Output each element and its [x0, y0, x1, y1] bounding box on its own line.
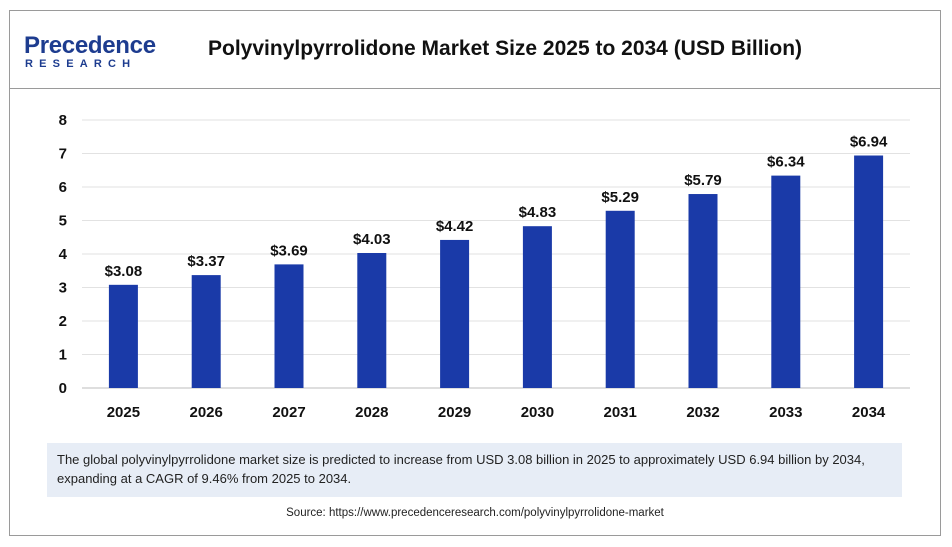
- data-label: $4.83: [519, 204, 557, 221]
- bar: [854, 155, 884, 388]
- bar: [688, 194, 718, 388]
- bar: [605, 210, 635, 388]
- data-label: $5.79: [684, 172, 722, 189]
- data-label: $3.08: [105, 263, 143, 280]
- y-tick-label: 1: [59, 347, 67, 364]
- bar: [274, 264, 304, 388]
- x-tick-label: 2025: [107, 404, 140, 421]
- logo-subtitle: RESEARCH: [25, 58, 137, 70]
- summary-text: The global polyvinylpyrrolidone market s…: [57, 452, 865, 486]
- bar: [522, 226, 552, 388]
- data-label: $6.94: [850, 134, 888, 151]
- bar: [440, 239, 470, 388]
- source-note: Source: https://www.precedenceresearch.c…: [286, 507, 664, 519]
- x-tick-label: 2031: [604, 404, 637, 421]
- y-tick-label: 8: [59, 112, 67, 129]
- x-tick-label: 2026: [190, 404, 223, 421]
- x-tick-label: 2033: [769, 404, 802, 421]
- brand-logo: Precedence RESEARCH: [24, 32, 164, 72]
- x-tick-label: 2030: [521, 404, 554, 421]
- summary-box: The global polyvinylpyrrolidone market s…: [47, 443, 902, 497]
- y-tick-label: 7: [59, 146, 67, 163]
- y-tick-label: 5: [59, 213, 67, 230]
- y-tick-label: 0: [59, 380, 67, 397]
- logo-wordmark: Precedence: [24, 32, 156, 59]
- y-tick-label: 2: [59, 313, 67, 330]
- header: Precedence RESEARCH Polyvinylpyrrolidone…: [10, 11, 940, 89]
- x-tick-label: 2034: [852, 404, 886, 421]
- y-tick-label: 3: [59, 280, 67, 297]
- data-label: $6.34: [767, 154, 805, 171]
- x-tick-label: 2032: [686, 404, 719, 421]
- x-tick-label: 2027: [272, 404, 305, 421]
- chart-card: Precedence RESEARCH Polyvinylpyrrolidone…: [9, 10, 941, 536]
- data-label: $4.42: [436, 218, 474, 235]
- data-label: $5.29: [601, 189, 639, 206]
- x-tick-label: 2029: [438, 404, 471, 421]
- bar: [357, 252, 387, 388]
- y-tick-label: 6: [59, 179, 67, 196]
- y-tick-label: 4: [59, 246, 68, 263]
- data-label: $3.37: [187, 253, 225, 270]
- bar: [771, 175, 801, 388]
- x-tick-label: 2028: [355, 404, 388, 421]
- data-label: $4.03: [353, 231, 391, 248]
- bar: [108, 284, 138, 388]
- data-label: $3.69: [270, 242, 308, 259]
- chart-title: Polyvinylpyrrolidone Market Size 2025 to…: [208, 37, 803, 60]
- bar-chart: 0 1 2 3 4 5 6 7 8 $3.08 2025 $3.37 2026 $3.69 2027 $4.0…: [59, 112, 910, 421]
- bar: [191, 275, 221, 388]
